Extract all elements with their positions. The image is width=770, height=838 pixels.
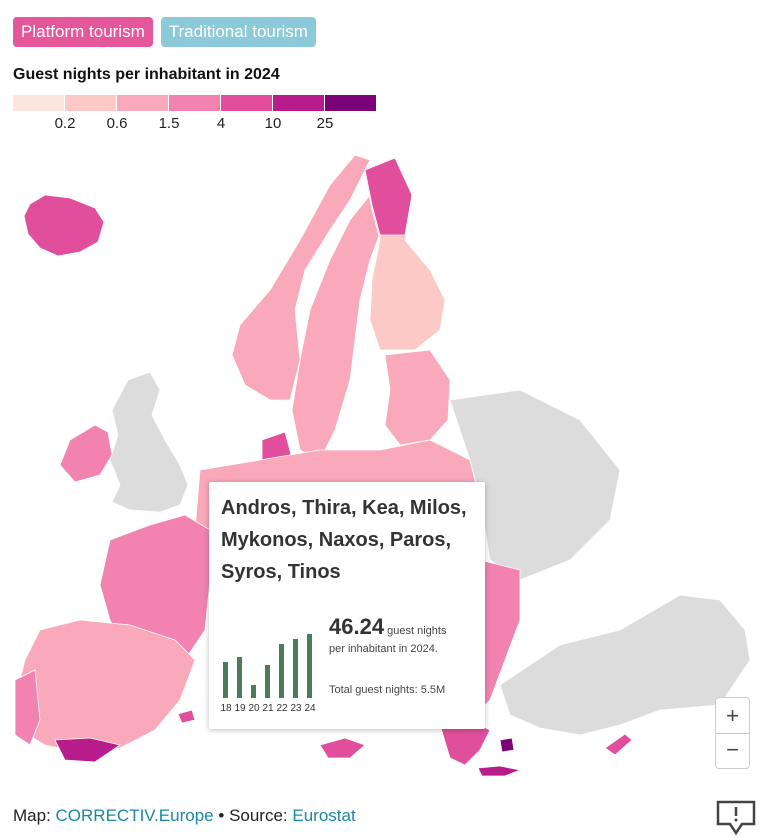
legend-tick-label: 25 <box>316 115 334 132</box>
region-ireland[interactable] <box>59 424 113 483</box>
region-iceland[interactable] <box>23 194 105 257</box>
region-andalusia[interactable] <box>54 737 121 763</box>
region-portugal[interactable] <box>14 669 41 746</box>
tooltip-total: Total guest nights: 5.5M <box>329 684 446 696</box>
region-norway[interactable] <box>231 154 371 401</box>
sparkline-year-label: 21 <box>262 703 274 714</box>
legend-tick-label: 0.6 <box>106 115 128 132</box>
region-great-britain[interactable] <box>109 371 189 513</box>
sparkline-bar <box>223 662 228 698</box>
sparkline-year-label: 18 <box>220 703 232 714</box>
legend-swatch <box>13 95 64 111</box>
legend-tick-label: 0.2 <box>54 115 76 132</box>
legend-swatch <box>273 95 324 111</box>
region-lapland[interactable] <box>364 157 413 236</box>
tooltip-value: 46.24 guest nights per inhabitant in 202… <box>329 616 479 658</box>
legend-tick-label: 10 <box>264 115 282 132</box>
sparkline-year-label: 22 <box>276 703 288 714</box>
sparkline-year-label: 19 <box>234 703 246 714</box>
tooltip-title: Andros, Thira, Kea, Milos, Mykonos, Naxo… <box>221 497 467 583</box>
legend-swatch <box>169 95 220 111</box>
tooltip-value-desc: per inhabitant in 2024. <box>329 643 438 655</box>
legend-swatch <box>117 95 168 111</box>
legend-swatch <box>65 95 116 111</box>
region-baltics[interactable] <box>384 349 451 446</box>
sparkline-bar <box>293 639 298 698</box>
footer-credits: Map: CORRECTIV.Europe • Source: Eurostat <box>13 806 356 826</box>
sparkline-year-label: 20 <box>248 703 260 714</box>
footer-map-prefix: Map: <box>13 806 51 825</box>
zoom-out-button[interactable]: − <box>716 733 749 768</box>
region-balearics[interactable] <box>177 709 196 724</box>
footer-map-credit-link[interactable]: CORRECTIV.Europe <box>55 806 214 825</box>
legend-color-scale <box>13 95 377 111</box>
footer-source-link[interactable]: Eurostat <box>292 806 356 825</box>
region-sicily[interactable] <box>319 737 366 759</box>
footer-source-prefix: Source: <box>229 806 288 825</box>
tooltip-sparkline: 18 19 20 21 22 23 24 <box>219 630 319 720</box>
sparkline-bar <box>265 665 270 698</box>
legend-tick-label: 4 <box>216 115 226 132</box>
sparkline-year-label: 24 <box>304 703 316 714</box>
sparkline-bar <box>237 657 242 698</box>
sparkline-bar <box>251 685 256 698</box>
region-crete[interactable] <box>477 765 522 777</box>
tooltip-value-suffix: guest nights <box>387 625 447 637</box>
legend-title: Guest nights per inhabitant in 2024 <box>13 66 280 83</box>
sparkline-bar <box>279 644 284 698</box>
legend-tick-labels: 0.2 0.6 1.5 4 10 25 <box>13 115 373 135</box>
region-cyprus[interactable] <box>604 733 633 756</box>
tab-traditional-tourism[interactable]: Traditional tourism <box>160 17 316 47</box>
tooltip-value-number: 46.24 <box>329 614 385 639</box>
zoom-controls: + − <box>715 697 750 769</box>
region-iberia[interactable] <box>14 619 196 753</box>
sparkline-year-label: 23 <box>290 703 302 714</box>
region-tooltip: Andros, Thira, Kea, Milos, Mykonos, Naxo… <box>209 482 485 729</box>
report-issue-icon[interactable] <box>716 800 756 836</box>
sparkline-bar <box>307 634 312 698</box>
region-turkey[interactable] <box>499 594 751 736</box>
region-cyclades[interactable] <box>499 737 515 753</box>
zoom-in-button[interactable]: + <box>726 703 739 728</box>
legend-tick-label: 1.5 <box>158 115 180 132</box>
legend-swatch <box>221 95 272 111</box>
legend-swatch <box>325 95 376 111</box>
tab-platform-tourism[interactable]: Platform tourism <box>13 17 153 47</box>
tourism-type-tabs: Platform tourism Traditional tourism <box>13 17 316 47</box>
footer-separator: • <box>218 806 225 825</box>
